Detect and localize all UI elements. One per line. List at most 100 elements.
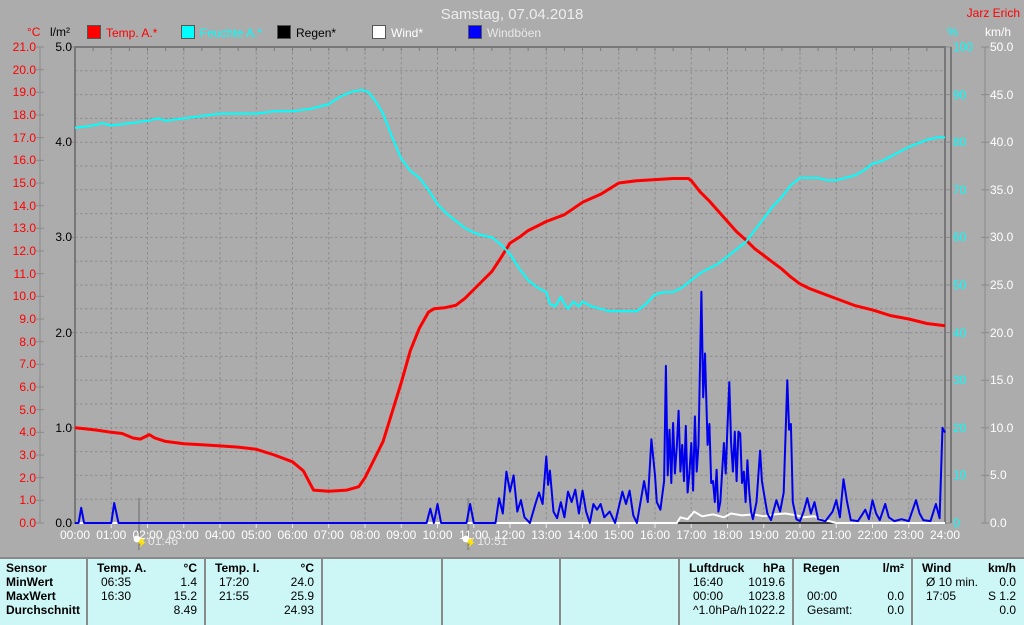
rain-tick-label: 2.0	[55, 325, 72, 340]
wind-tick-label: 40.0	[990, 135, 1014, 150]
x-tick-label: 23:00	[893, 528, 924, 542]
temp-tick-label: 11.0	[13, 266, 36, 281]
x-tick-label: 03:00	[168, 528, 199, 542]
temp-tick-label: 14.0	[12, 198, 36, 213]
rain-tick-label: 5.0	[55, 40, 72, 54]
humidity-tick-label: 50	[953, 278, 967, 292]
temp-tick-label: 13.0	[12, 221, 36, 236]
x-tick-label: 09:00	[386, 528, 417, 542]
wind-swatch-icon	[372, 25, 386, 39]
temp-tick-label: 12.0	[12, 244, 36, 258]
cell-time: 06:35	[101, 575, 132, 589]
wind-axis-unit: km/h	[985, 25, 1012, 39]
group-name: Temp. A.	[97, 561, 147, 575]
legend-item-wind: Wind*	[372, 25, 424, 40]
table-divider	[678, 559, 680, 625]
legend-item-feuchte-a: Feuchte A.*	[181, 25, 263, 40]
table-divider	[86, 559, 88, 625]
row-label: MaxWert	[6, 589, 56, 603]
temp-tick-label: 8.0	[19, 334, 36, 349]
cell-time: 16:40	[693, 575, 724, 589]
cell-time: 21:55	[219, 589, 250, 603]
wind-tick-label: 5.0	[990, 468, 1007, 483]
wind-tick-label: 0.0	[990, 516, 1007, 530]
x-tick-label: 18:00	[712, 528, 743, 542]
cell-time: 00:00	[807, 589, 838, 603]
x-tick-label: 12:00	[494, 528, 526, 542]
temp-tick-label: 0.0	[19, 516, 36, 530]
temp-tick-label: 10.0	[12, 289, 36, 304]
humidity-tick-label: 70	[953, 182, 967, 197]
wind-tick-label: 50.0	[990, 40, 1014, 54]
table-divider	[911, 559, 913, 625]
temp-tick-label: 1.0	[19, 493, 36, 508]
cell-value: 24.0	[290, 575, 314, 589]
group-name: Temp. I.	[215, 561, 260, 575]
legend-label: Wind*	[391, 26, 424, 40]
row-label: MinWert	[6, 575, 54, 589]
temp-tick-label: 19.0	[12, 85, 36, 100]
cell-value: S 1.2	[987, 589, 1016, 603]
temp-tick-label: 5.0	[19, 402, 36, 417]
group-name: Luftdruck	[689, 561, 745, 575]
rain-tick-label: 4.0	[55, 135, 72, 150]
temp-tick-label: 20.0	[12, 62, 36, 77]
humidity-axis-unit: %	[947, 25, 958, 39]
humidity-tick-label: 0	[953, 516, 960, 530]
temp-tick-label: 9.0	[19, 312, 36, 326]
event-marker-10:51: 10:51	[461, 534, 507, 549]
x-tick-label: 00:00	[59, 528, 91, 542]
rain-axis-unit: l/m²	[50, 25, 70, 39]
x-tick-label: 05:00	[241, 528, 272, 542]
wind-tick-label: 30.0	[990, 230, 1014, 245]
wind-tick-label: 45.0	[990, 87, 1014, 102]
temp-tick-label: 7.0	[19, 357, 36, 372]
legend-label: Windböen	[487, 26, 542, 40]
x-tick-label: 14:00	[567, 528, 598, 542]
cell-value: 0.0	[887, 589, 904, 603]
x-tick-label: 15:00	[603, 528, 634, 542]
temp-tick-label: 17.0	[12, 130, 36, 145]
cell-value: 15.2	[173, 589, 197, 603]
humidity-tick-label: 80	[953, 135, 967, 150]
rain-tick-label: 3.0	[55, 230, 72, 245]
cell-value: 25.9	[290, 589, 314, 603]
cell-value: 1019.6	[748, 575, 785, 589]
legend-label: Regen*	[296, 26, 337, 40]
x-tick-label: 16:00	[639, 528, 671, 542]
cell-time: 17:20	[219, 575, 250, 589]
rain-tick-label: 1.0	[55, 420, 72, 435]
legend-item-windboeen: Windböen	[468, 25, 542, 40]
series-Windböen	[75, 290, 946, 524]
group-unit: °C	[300, 561, 314, 575]
regen-swatch-icon	[277, 25, 291, 39]
cell-time: ^1.0hPa/h	[693, 603, 747, 617]
x-tick-label: 13:00	[531, 528, 562, 542]
series-Temp. A.	[74, 177, 946, 493]
cell-time: Ø 10 min.	[926, 575, 979, 589]
group-unit: l/m²	[882, 561, 904, 575]
stats-table: Sensor MinWert MaxWert Durchschnitt Temp. A.…	[0, 557, 1024, 625]
legend-label: Feuchte A.*	[200, 26, 263, 40]
group-unit: hPa	[762, 561, 785, 575]
cell-value: 1023.8	[748, 589, 785, 603]
row-label: Sensor	[6, 561, 47, 575]
temp-tick-label: 16.0	[12, 153, 36, 168]
temp-tick-label: 18.0	[12, 108, 36, 122]
cell-time: 17:05	[926, 589, 957, 603]
x-tick-label: 07:00	[313, 528, 344, 542]
humidity-tick-label: 90	[953, 87, 967, 102]
storm-cloud-icon	[462, 535, 475, 548]
legend-label: Temp. A.*	[106, 26, 158, 40]
humidity-tick-label: 100	[953, 40, 974, 54]
cell-value: 8.49	[173, 603, 197, 617]
table-divider	[792, 559, 794, 625]
legend-item-regen: Regen*	[277, 25, 337, 40]
x-tick-label: 04:00	[204, 528, 236, 542]
x-tick-label: 19:00	[748, 528, 779, 542]
humidity-tick-label: 10	[953, 468, 967, 483]
group-name: Regen	[803, 561, 840, 575]
legend-item-temp-a: Temp. A.*	[87, 25, 158, 40]
series-Feuchte A.	[74, 88, 945, 313]
